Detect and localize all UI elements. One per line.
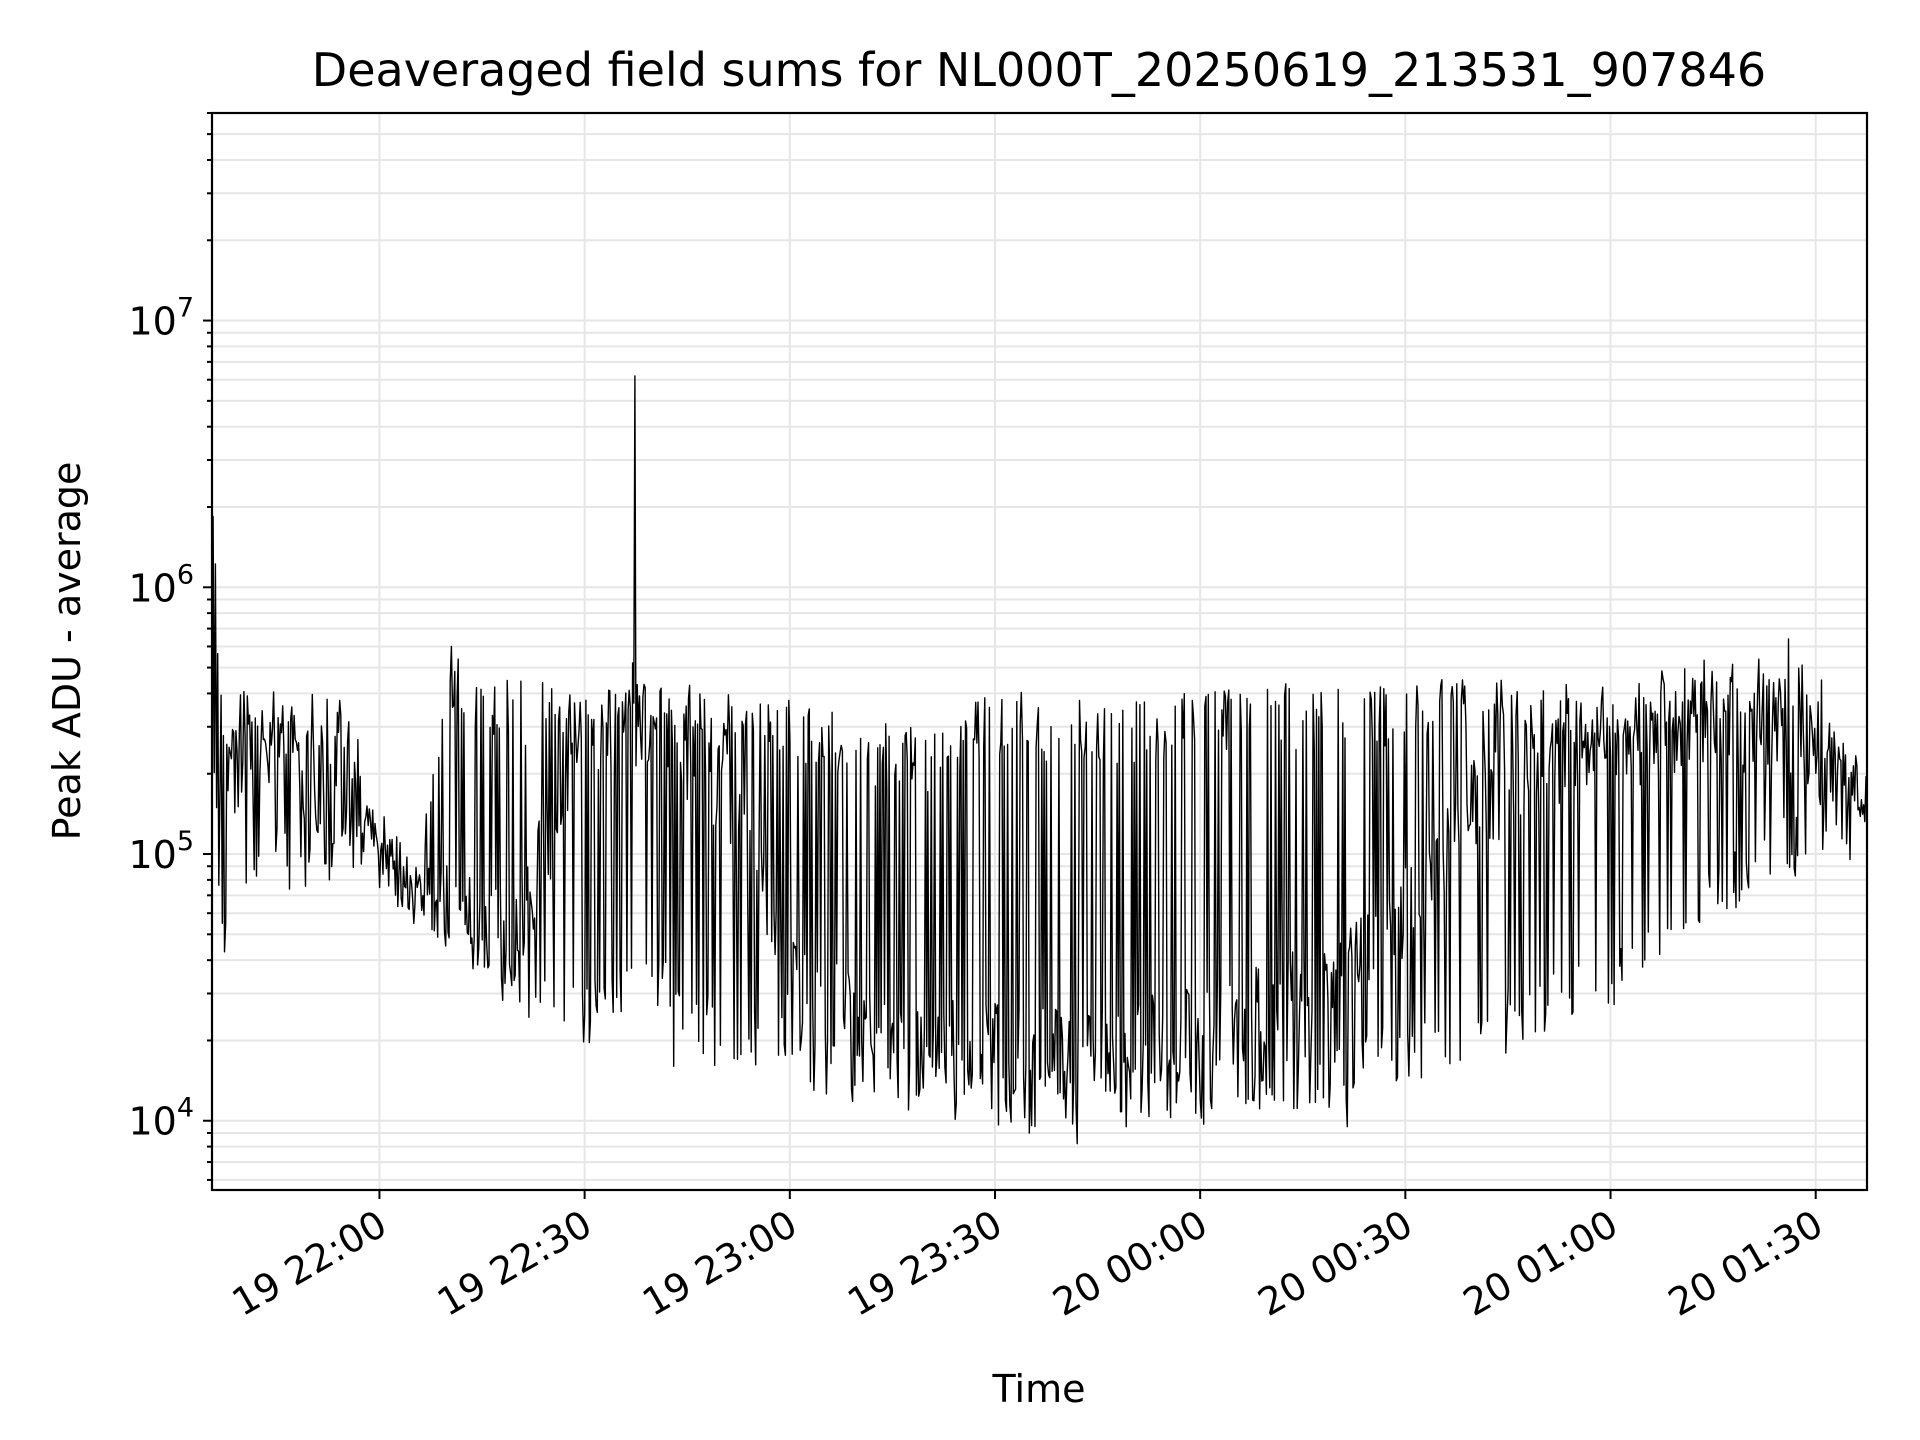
plot-frame (210, 111, 1869, 1192)
y-tick-label: 104 (128, 1093, 194, 1144)
y-tick-label: 105 (128, 826, 194, 877)
chart-title: Deaveraged field sums for NL000T_2025061… (312, 43, 1766, 97)
y-tick-label: 107 (128, 293, 194, 344)
x-axis-label: Time (992, 1367, 1086, 1411)
y-tick-label: 106 (128, 559, 194, 610)
series-layer (211, 375, 1867, 1145)
y-axis-label: Peak ADU - average (45, 462, 89, 841)
series-line (211, 375, 1867, 1145)
